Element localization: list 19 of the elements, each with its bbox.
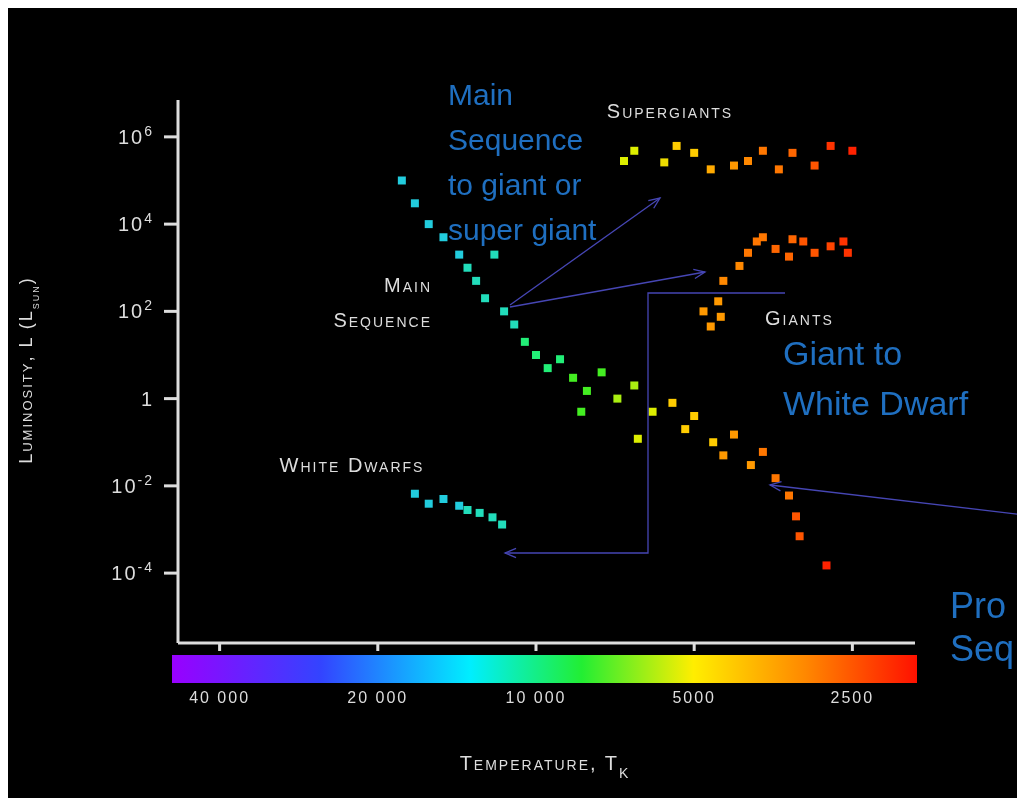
y-tick-label: 10$^{2}$ [117, 297, 154, 323]
y-tick-label: 1 [140, 387, 154, 410]
annotation: Giant to White Dwarf [783, 334, 969, 422]
y-tick-label: 10$^{-4}$ [111, 559, 154, 585]
x-tick-label: 20 000 [347, 689, 409, 706]
series-label: Supergiants [606, 100, 734, 122]
x-tick-label: 5000 [672, 689, 716, 706]
x-tick-label: 40 000 [189, 689, 251, 706]
series-label: White Dwarfs [279, 454, 425, 476]
series-label: Main Sequence [333, 274, 432, 331]
y-tick-label: 10$^{-2}$ [111, 471, 154, 497]
y-tick-label: 10$^{4}$ [117, 210, 154, 236]
x-tick-label: 2500 [830, 689, 875, 706]
y-tick-label: 10$^{6}$ [117, 122, 154, 148]
text: Pro Seq [950, 585, 1015, 669]
x-axis-title: Temperature, T$_{K}$ [459, 752, 631, 781]
x-tick-label: 10 000 [505, 689, 567, 706]
text: Giants [765, 307, 834, 329]
annotation: Main Sequence to giant or super giant [448, 78, 598, 246]
